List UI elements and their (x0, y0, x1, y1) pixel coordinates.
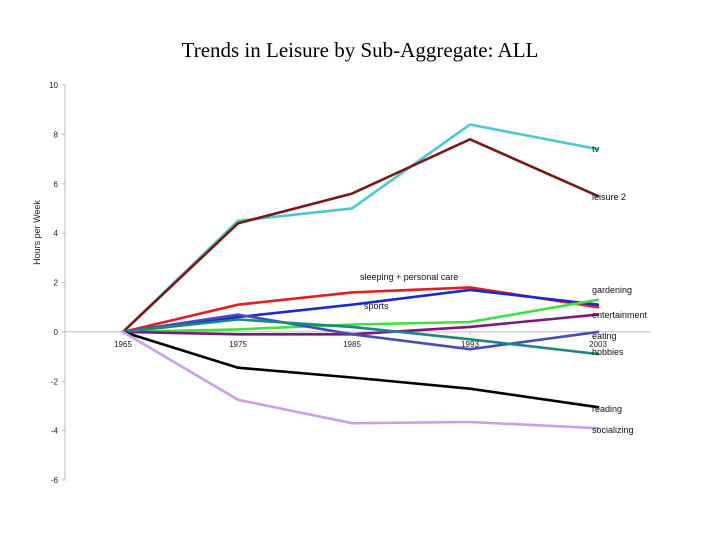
series-label-tv: tv (592, 144, 600, 154)
series-line-hobbies (121, 318, 600, 356)
series-label-entertainment: entertainment (592, 310, 648, 320)
y-tick-label: -2 (51, 377, 59, 386)
x-tick-label: 1965 (114, 340, 132, 349)
series-lines (121, 123, 600, 430)
series-line-socializing (121, 330, 600, 430)
y-tick-label: 8 (54, 130, 59, 139)
x-tick-label: 1985 (343, 340, 361, 349)
x-tick-label: 1975 (229, 340, 247, 349)
y-axis-label: Hours per Week (32, 200, 42, 265)
x-tick-label: 1993 (461, 340, 479, 349)
series-line-leisure-2 (121, 138, 600, 334)
series-label-reading: reading (592, 404, 622, 414)
series-line-gardening (121, 298, 600, 334)
series-label-hobbies: hobbies (592, 347, 624, 357)
y-tick-label: 2 (54, 279, 59, 288)
y-tick-label: -4 (51, 427, 59, 436)
series-line-reading (121, 330, 600, 409)
y-tick-label: -6 (51, 476, 59, 485)
series-label-sports: sports (364, 301, 389, 311)
series-line-tv (121, 123, 600, 334)
series-label-leisure-2: leisure 2 (592, 192, 626, 202)
y-tick-label: 4 (54, 229, 59, 238)
x-tick-label: 2003 (589, 340, 607, 349)
y-tick-label: 6 (54, 180, 59, 189)
chart-title: Trends in Leisure by Sub-Aggregate: ALL (181, 38, 539, 62)
series-label-sleeping-personal-care: sleeping + personal care (360, 272, 458, 282)
series-label-socializing: socializing (592, 425, 634, 435)
series-labels: tv leisure 2 sleeping + personal care sport… (360, 144, 648, 435)
series-label-eating: eating (592, 331, 617, 341)
y-tick-label: 0 (54, 328, 59, 337)
y-tick-label: 10 (49, 81, 58, 90)
series-label-gardening: gardening (592, 285, 632, 295)
series-line-sports (121, 288, 600, 334)
